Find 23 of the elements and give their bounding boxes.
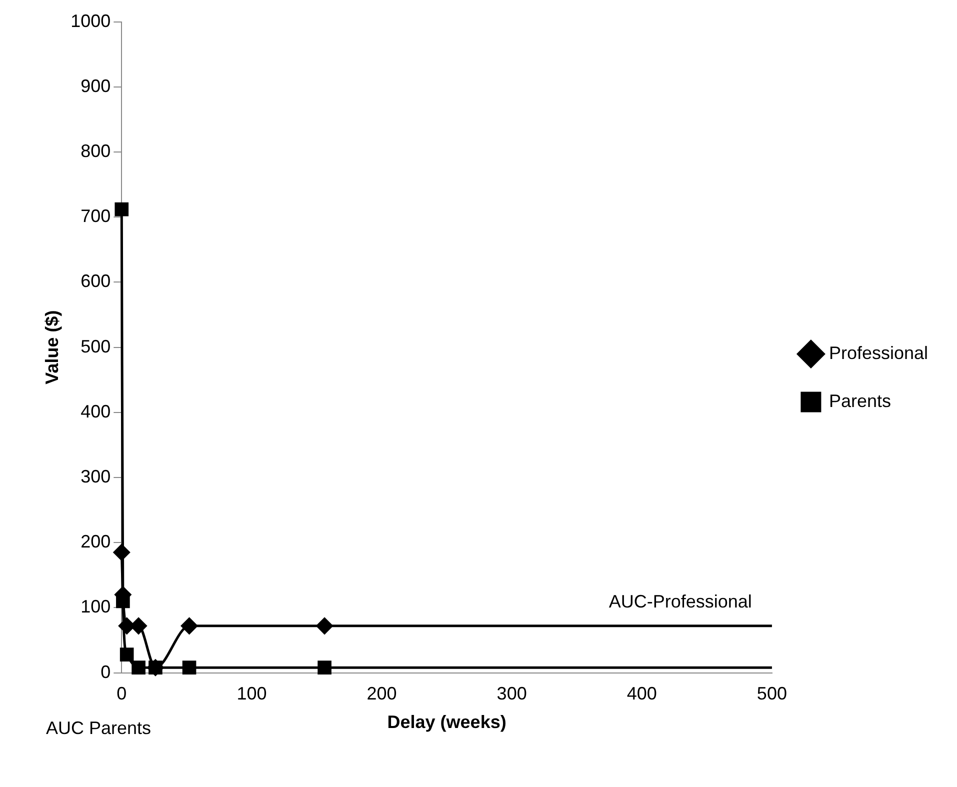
- y-tick-label: 0: [100, 662, 111, 682]
- legend-label: Parents: [828, 390, 891, 411]
- x-tick-label: 400: [626, 684, 657, 704]
- y-tick-label: 500: [80, 336, 111, 356]
- y-tick-label: 100: [80, 596, 111, 617]
- legend-label: Professional: [828, 342, 928, 363]
- x-tick-label: 500: [756, 684, 787, 704]
- x-tick-label: 100: [236, 684, 267, 704]
- y-tick-label: 900: [80, 76, 111, 96]
- y-tick-label: 300: [80, 466, 111, 486]
- y-tick-label: 400: [80, 401, 111, 422]
- y-tick-label: 800: [80, 140, 111, 161]
- text: AUC Parents: [46, 718, 152, 738]
- x-axis-title: Delay (weeks): [387, 712, 506, 732]
- x-tick-label: 200: [366, 684, 397, 704]
- x-tick-label: 300: [496, 684, 527, 704]
- y-tick-label: 700: [80, 206, 111, 226]
- y-tick-label: 1000: [70, 10, 111, 31]
- x-tick-label: 0: [116, 684, 127, 704]
- y-axis-title: Value ($): [42, 310, 62, 384]
- y-tick-label: 200: [80, 532, 111, 552]
- annotation: AUC-Professional: [608, 592, 752, 612]
- y-tick-label: 600: [80, 271, 111, 292]
